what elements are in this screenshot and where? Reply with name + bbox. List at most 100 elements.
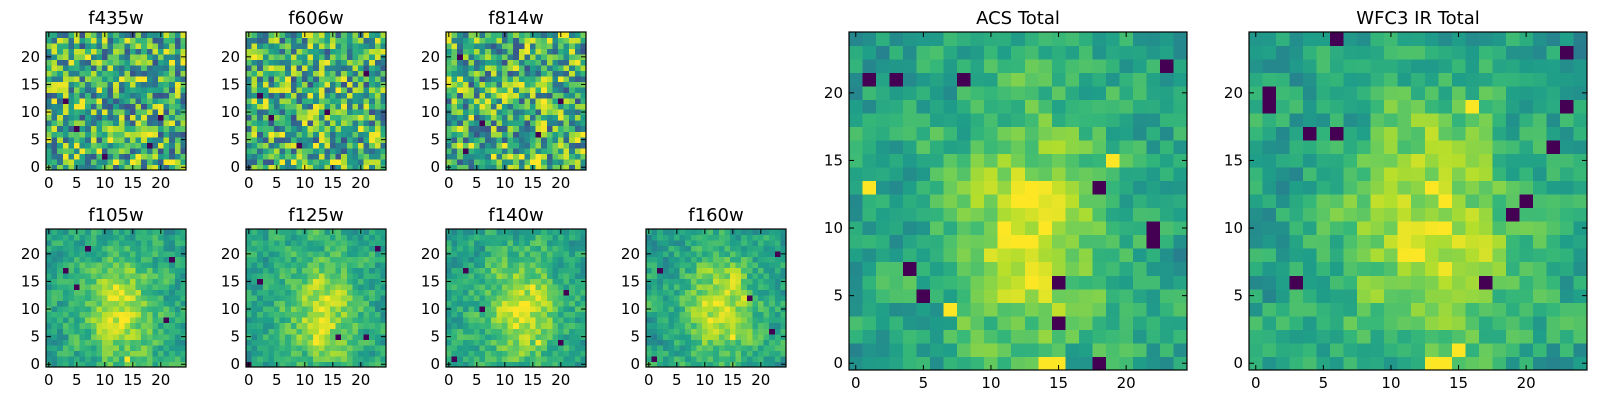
- heatmap-cell: [746, 361, 753, 368]
- heatmap-cell: [274, 273, 280, 280]
- y-tick-label: 0: [430, 158, 440, 176]
- heatmap-cell: [774, 355, 781, 362]
- heatmap-cell: [257, 158, 264, 165]
- heatmap-cell: [569, 306, 576, 313]
- heatmap-cell: [296, 98, 303, 105]
- heatmap-cell: [169, 142, 176, 149]
- heatmap-cell: [780, 234, 787, 241]
- heatmap-cell: [774, 339, 781, 346]
- heatmap-cell: [957, 180, 972, 195]
- heatmap-cell: [141, 142, 148, 149]
- heatmap-cell: [62, 311, 69, 318]
- heatmap-cell: [107, 267, 114, 274]
- heatmap-cell: [352, 317, 359, 324]
- heatmap-cell: [546, 65, 553, 72]
- heatmap-cell: [279, 103, 286, 110]
- heatmap-cell: [474, 158, 480, 165]
- heatmap-cell: [763, 333, 770, 340]
- heatmap-cell: [268, 43, 275, 49]
- heatmap-cell: [479, 245, 486, 252]
- heatmap-cell: [468, 267, 475, 274]
- heatmap-cell: [102, 278, 108, 285]
- heatmap-cell: [180, 229, 187, 235]
- heatmap-cell: [490, 317, 497, 324]
- heatmap-cell: [68, 322, 75, 329]
- heatmap-cell: [141, 81, 148, 88]
- heatmap-cell: [324, 256, 331, 263]
- heatmap-cell: [496, 87, 503, 94]
- heatmap-cell: [318, 76, 325, 83]
- heatmap-cell: [96, 240, 103, 246]
- heatmap-cell: [485, 43, 492, 49]
- heatmap-cell: [285, 267, 292, 274]
- heatmap-cell: [358, 109, 364, 116]
- heatmap-cell: [57, 65, 64, 72]
- heatmap-cell: [524, 59, 531, 66]
- heatmap-cell: [524, 278, 531, 285]
- heatmap-cell: [262, 344, 269, 351]
- heatmap-cell: [702, 267, 708, 274]
- heatmap-cell: [262, 251, 269, 257]
- heatmap-cell: [713, 322, 720, 329]
- heatmap-cell: [702, 355, 708, 362]
- heatmap-cell: [462, 328, 469, 335]
- heatmap-cell: [141, 328, 148, 335]
- heatmap-cell: [141, 70, 148, 77]
- heatmap-cell: [849, 167, 863, 182]
- heatmap-cell: [102, 120, 108, 127]
- heatmap-cell: [1132, 167, 1147, 182]
- heatmap-cell: [274, 295, 280, 302]
- heatmap-cell: [363, 92, 370, 99]
- heatmap-cell: [251, 262, 258, 269]
- heatmap-cell: [1011, 342, 1026, 357]
- heatmap-cell: [485, 164, 492, 171]
- heatmap-cell: [730, 289, 736, 296]
- heatmap-cell: [341, 317, 348, 324]
- heatmap-cell: [246, 344, 252, 351]
- heatmap-cell: [113, 350, 120, 357]
- heatmap-cell: [702, 300, 708, 307]
- heatmap-cell: [1011, 315, 1026, 330]
- heatmap-cell: [335, 32, 342, 38]
- heatmap-cell: [85, 147, 92, 154]
- heatmap-cell: [302, 350, 308, 357]
- heatmap-cell: [135, 245, 142, 252]
- heatmap-cell: [268, 103, 275, 110]
- heatmap-cell: [268, 273, 275, 280]
- heatmap-cell: [135, 43, 142, 49]
- heatmap-cell: [358, 262, 364, 269]
- heatmap-cell: [485, 76, 492, 83]
- heatmap-cell: [513, 317, 520, 324]
- heatmap-cell: [862, 288, 877, 303]
- heatmap-cell: [462, 355, 469, 362]
- heatmap-cell: [468, 256, 475, 263]
- heatmap-cell: [279, 229, 286, 235]
- heatmap-cell: [352, 328, 359, 335]
- heatmap-cell: [62, 295, 69, 302]
- heatmap-cell: [741, 311, 748, 318]
- heatmap-cell: [158, 262, 164, 269]
- heatmap-cell: [451, 339, 458, 346]
- heatmap-cell: [169, 98, 176, 105]
- heatmap-cell: [457, 120, 464, 127]
- heatmap-cell: [685, 289, 692, 296]
- heatmap-cell: [246, 114, 252, 121]
- heatmap-cell: [1173, 194, 1188, 209]
- heatmap-cell: [541, 65, 548, 72]
- heatmap-cell: [984, 288, 999, 303]
- heatmap-cell: [849, 261, 863, 276]
- heatmap-cell: [479, 120, 486, 127]
- heatmap-cell: [85, 361, 92, 368]
- heatmap-cell: [135, 114, 142, 121]
- heatmap-cell: [124, 59, 131, 66]
- heatmap-cell: [268, 92, 275, 99]
- heatmap-cell: [574, 131, 581, 138]
- heatmap-cell: [774, 328, 781, 335]
- heatmap-cell: [107, 317, 114, 324]
- heatmap-cell: [468, 32, 475, 38]
- heatmap-cell: [752, 361, 759, 368]
- heatmap-cell: [513, 355, 520, 362]
- heatmap-cell: [118, 295, 125, 302]
- heatmap-cell: [296, 81, 303, 88]
- heatmap-cell: [302, 339, 308, 346]
